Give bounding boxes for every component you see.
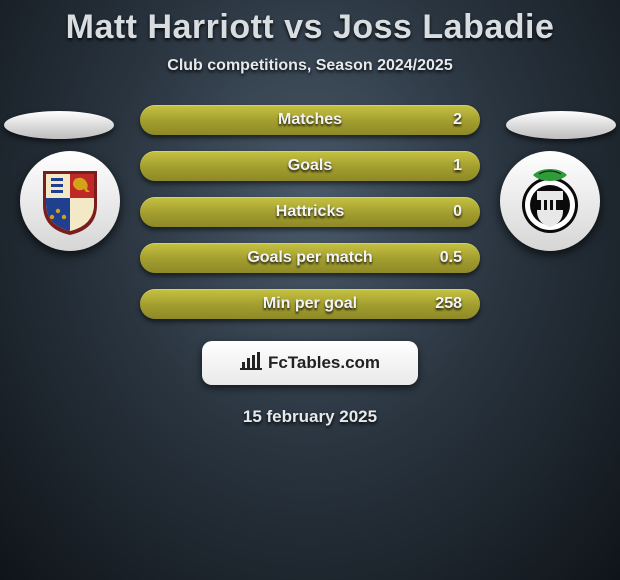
page-title: Matt Harriott vs Joss Labadie	[0, 8, 620, 47]
stat-bar: Matches 2	[140, 105, 480, 135]
stat-label: Matches	[278, 111, 342, 129]
stat-label: Min per goal	[263, 295, 357, 313]
right-club-shield-icon	[519, 165, 581, 237]
stat-bar: Goals per match 0.5	[140, 243, 480, 273]
stat-label: Goals per match	[247, 249, 372, 267]
brand-badge: FcTables.com	[202, 341, 418, 385]
stat-bar: Min per goal 258	[140, 289, 480, 319]
bar-chart-icon	[240, 352, 262, 375]
stat-value: 2	[453, 111, 462, 129]
stat-value: 1	[453, 157, 462, 175]
left-crest-shadow-ellipse	[4, 111, 114, 139]
stat-value: 0	[453, 203, 462, 221]
right-crest	[500, 151, 600, 251]
stat-label: Goals	[288, 157, 332, 175]
stat-label: Hattricks	[276, 203, 344, 221]
right-crest-shadow-ellipse	[506, 111, 616, 139]
left-club-shield-icon	[39, 165, 101, 237]
subtitle: Club competitions, Season 2024/2025	[0, 57, 620, 75]
brand-text: FcTables.com	[268, 353, 380, 373]
comparison-row: Matches 2 Goals 1 Hattricks 0 Goals per …	[0, 105, 620, 319]
stat-value: 0.5	[440, 249, 462, 267]
date-text: 15 february 2025	[0, 407, 620, 427]
infographic: Matt Harriott vs Joss Labadie Club compe…	[0, 0, 620, 427]
stat-value: 258	[435, 295, 462, 313]
left-crest	[20, 151, 120, 251]
stat-bar: Goals 1	[140, 151, 480, 181]
stat-bar: Hattricks 0	[140, 197, 480, 227]
